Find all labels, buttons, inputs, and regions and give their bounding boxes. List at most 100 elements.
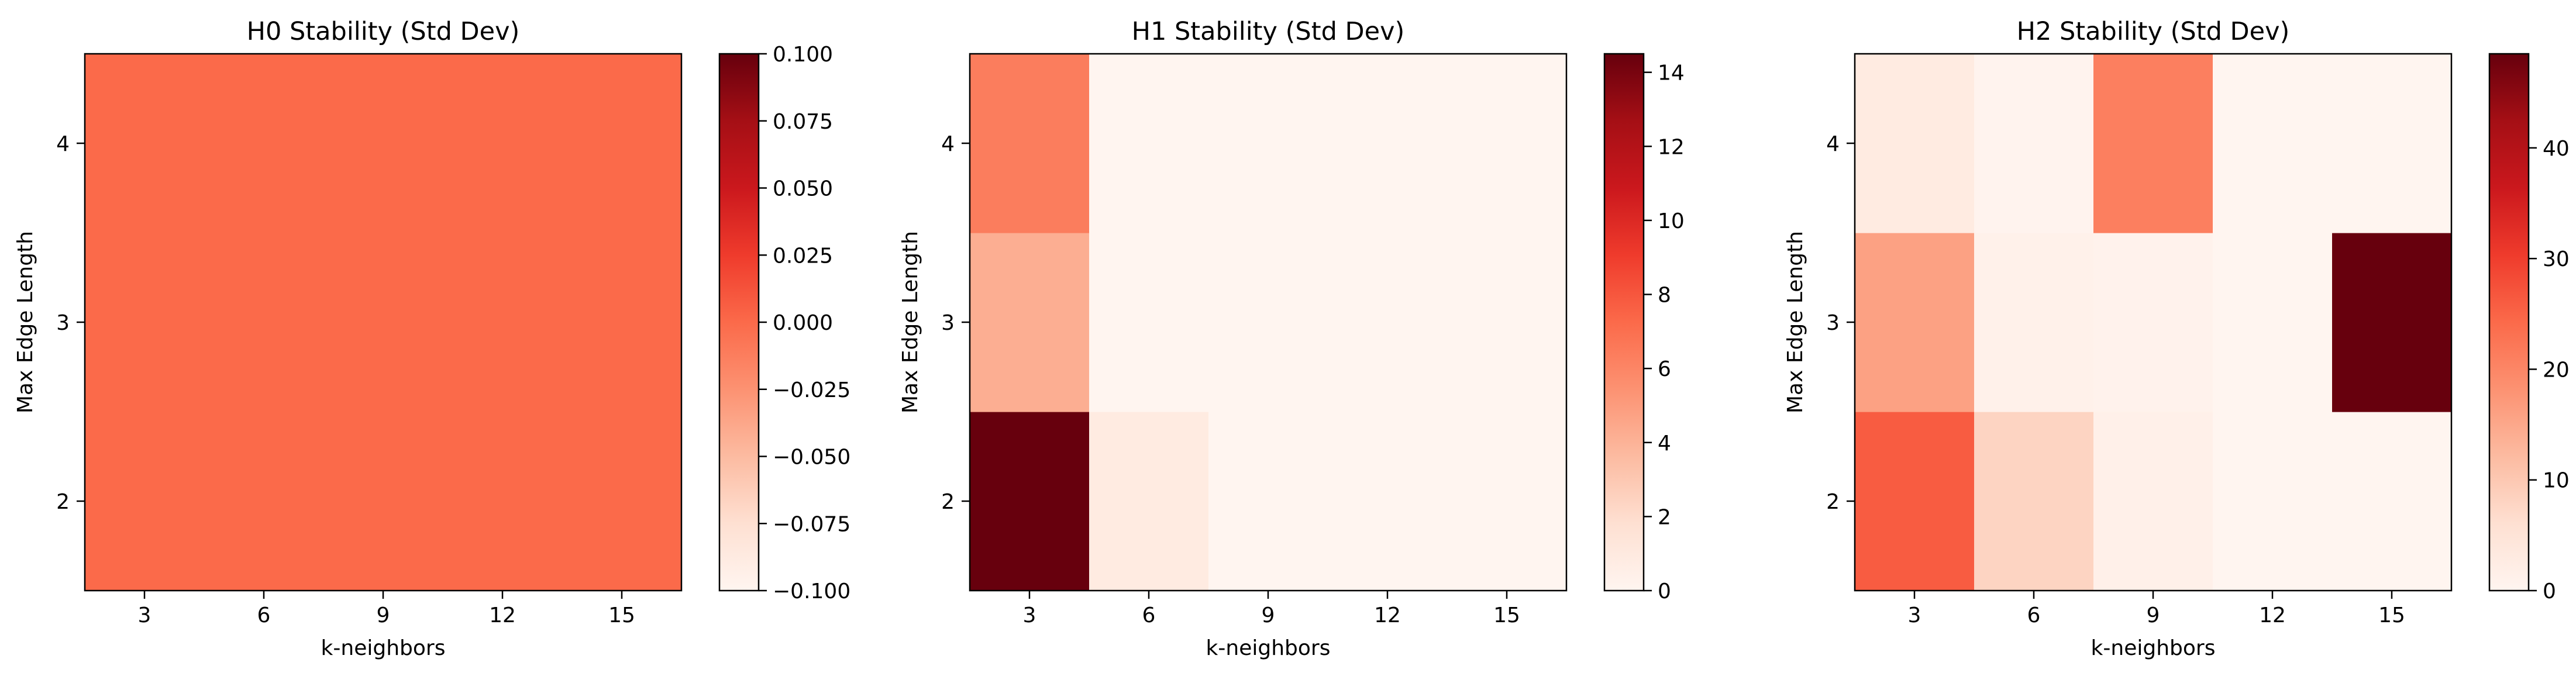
heatmap-cell — [1328, 233, 1448, 412]
x-tick-label: 12 — [2259, 603, 2286, 627]
colorbar-tick-label: 0.075 — [773, 110, 833, 134]
chart-title: H0 Stability (Std Dev) — [247, 17, 520, 46]
heatmap-cell — [970, 412, 1090, 591]
heatmap-cell — [1089, 412, 1209, 591]
colorbar — [2489, 54, 2529, 591]
heatmap-cell — [443, 233, 563, 412]
colorbar-tick-label: −0.050 — [773, 446, 850, 470]
heatmap-cell — [443, 412, 563, 591]
heatmap-cell — [2332, 54, 2452, 233]
heatmap-cell — [970, 54, 1090, 233]
heatmap-cell — [562, 233, 682, 412]
colorbar-tick-label: 10 — [1658, 209, 1685, 233]
x-tick-label: 15 — [1493, 603, 1520, 627]
colorbar-tick-label: 0.000 — [773, 311, 833, 335]
heatmap-cell — [1855, 412, 1975, 591]
heatmap-cell — [1208, 54, 1328, 233]
x-tick-label: 12 — [1374, 603, 1401, 627]
y-axis-label: Max Edge Length — [898, 231, 922, 413]
heatmap-cell — [1447, 54, 1567, 233]
colorbar-tick-label: 10 — [2543, 469, 2570, 493]
colorbar-tick-label: 12 — [1658, 135, 1685, 159]
x-tick-label: 6 — [2027, 603, 2041, 627]
x-tick-label: 3 — [1908, 603, 1921, 627]
heatmap-cell — [204, 233, 324, 412]
heatmap-cell — [1447, 412, 1567, 591]
heatmap-cell — [1974, 233, 2094, 412]
chart-title: H2 Stability (Std Dev) — [2017, 17, 2290, 46]
heatmap-cell — [1447, 233, 1567, 412]
heatmap-cell — [85, 233, 205, 412]
y-tick-label: 3 — [941, 311, 955, 335]
heatmap-cell — [2093, 412, 2213, 591]
colorbar-tick-label: 40 — [2543, 137, 2570, 161]
y-axis-label: Max Edge Length — [13, 231, 37, 413]
heatmap-cell — [562, 412, 682, 591]
x-tick-label: 6 — [257, 603, 271, 627]
colorbar-tick-label: 4 — [1658, 432, 1671, 456]
heatmap-cell — [204, 54, 324, 233]
heatmap-cell — [1855, 54, 1975, 233]
heatmap-cell — [1089, 54, 1209, 233]
x-tick-label: 9 — [2147, 603, 2160, 627]
heatmap-cell — [970, 233, 1090, 412]
chart-title: H1 Stability (Std Dev) — [1132, 17, 1405, 46]
x-tick-label: 9 — [1262, 603, 1275, 627]
colorbar-tick-label: 0.050 — [773, 177, 833, 201]
heatmap-cell — [1208, 233, 1328, 412]
heatmap-cell — [2093, 233, 2213, 412]
heatmap-cell — [1974, 54, 2094, 233]
heatmap-cell — [443, 54, 563, 233]
x-tick-label: 15 — [2378, 603, 2405, 627]
heatmap-cell — [323, 54, 443, 233]
x-tick-label: 6 — [1142, 603, 1156, 627]
heatmap-cell — [1328, 54, 1448, 233]
y-tick-label: 4 — [56, 132, 70, 156]
y-tick-label: 3 — [56, 311, 70, 335]
heatmap-cell — [2213, 412, 2333, 591]
heatmap-cell — [2332, 233, 2452, 412]
colorbar-tick-label: −0.100 — [773, 579, 850, 603]
heatmap-cell — [562, 54, 682, 233]
y-tick-label: 2 — [1826, 490, 1840, 514]
heatmap-cell — [323, 233, 443, 412]
colorbar-tick-label: −0.075 — [773, 512, 850, 536]
colorbar-tick-label: −0.025 — [773, 378, 850, 402]
heatmap-cell — [1328, 412, 1448, 591]
x-axis-label: k-neighbors — [321, 636, 446, 660]
heatmap-cell — [85, 54, 205, 233]
heatmap-cell — [1974, 412, 2094, 591]
heatmap-cell — [2332, 412, 2452, 591]
heatmap-panel-1: 3 6 9 12 15 2 3 4 H1 Stability (Std Dev) k-neighb… — [898, 17, 1685, 660]
y-axis-label: Max Edge Length — [1783, 231, 1807, 413]
heatmap-cell — [1855, 233, 1975, 412]
heatmap-cell — [323, 412, 443, 591]
colorbar-frame — [2488, 53, 2530, 592]
heatmap-cell — [204, 412, 324, 591]
heatmap-cell — [1208, 412, 1328, 591]
x-tick-label: 12 — [489, 603, 516, 627]
y-tick-label: 4 — [1826, 132, 1840, 156]
x-axis-label: k-neighbors — [2091, 636, 2216, 660]
colorbar-frame — [1603, 53, 1645, 592]
heatmap-cell — [1089, 233, 1209, 412]
colorbar-tick-label: 0 — [2543, 579, 2556, 603]
heatmap-cell — [2213, 54, 2333, 233]
x-tick-label: 15 — [608, 603, 635, 627]
y-tick-label: 2 — [941, 490, 955, 514]
heatmap-panel-0: 3 6 9 12 15 2 3 4 H0 Stability (Std Dev) k-neighb… — [13, 17, 850, 660]
colorbar-tick-label: 14 — [1658, 61, 1685, 85]
x-tick-label: 3 — [1023, 603, 1036, 627]
colorbar-tick-label: 6 — [1658, 357, 1671, 381]
y-tick-label: 3 — [1826, 311, 1840, 335]
colorbar-tick-label: 2 — [1658, 505, 1671, 529]
colorbar-tick-label: 0.025 — [773, 244, 833, 268]
y-tick-label: 2 — [56, 490, 70, 514]
heatmap-panel-2: 3 6 9 12 15 2 3 4 H2 Stability (Std Dev) k-neighb… — [1783, 17, 2570, 660]
colorbar-tick-label: 0 — [1658, 579, 1671, 603]
colorbar-tick-label: 30 — [2543, 247, 2570, 271]
x-tick-label: 9 — [377, 603, 390, 627]
colorbar-tick-label: 0.100 — [773, 43, 833, 67]
heatmap-cell — [85, 412, 205, 591]
